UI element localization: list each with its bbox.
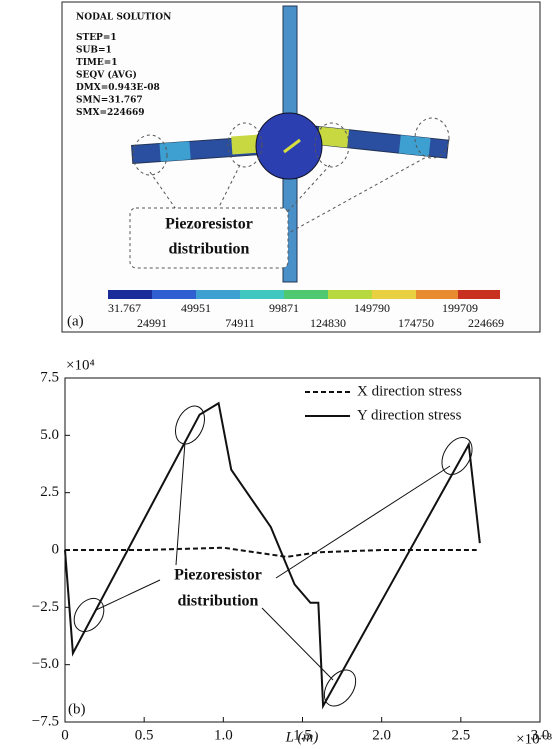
series-line <box>65 403 480 706</box>
header-line: SEQV (AVG) <box>76 70 137 81</box>
colorbar-label: 31.767 <box>108 301 141 315</box>
y-tick-label: 5.0 <box>40 427 59 443</box>
x-multiplier: ×10⁻³ <box>516 731 552 747</box>
y-tick-label: −2.5 <box>32 599 59 615</box>
y-tick-label: −7.5 <box>32 713 59 729</box>
panel-label: (b) <box>68 701 86 717</box>
x-tick-label: 0.5 <box>135 727 154 743</box>
callout-text: Piezoresistor <box>165 216 253 233</box>
colorbar-label: 199709 <box>442 301 478 315</box>
y-tick-label: 2.5 <box>40 484 59 500</box>
annotation-marks <box>68 401 478 711</box>
x-tick-label: 2.0 <box>372 727 391 743</box>
header-line: STEP=1 <box>76 33 117 43</box>
colorbar-label: 99871 <box>269 301 299 315</box>
x-tick-label: 2.5 <box>451 727 470 743</box>
colorbar-label: 174750 <box>398 316 434 330</box>
panel-a: Piezoresistor distribution NODAL SOLUTIO… <box>62 2 540 332</box>
header-line: SMN=31.767 <box>76 96 143 106</box>
header-line: NODAL SOLUTION <box>76 13 171 23</box>
x-axis-label: L (m) <box>285 729 319 745</box>
callout-text: distribution <box>169 241 250 258</box>
y-multiplier: ×10⁴ <box>66 357 95 373</box>
y-tick-label: 7.5 <box>40 369 59 385</box>
colorbar <box>108 290 500 299</box>
annotation: distribution <box>178 593 259 610</box>
legend-label: Y direction stress <box>357 407 462 423</box>
colorbar-label: 124830 <box>310 316 346 330</box>
header-line: TIME=1 <box>76 58 118 68</box>
header-line: DMX=0.943E-08 <box>76 83 160 93</box>
y-tick-label: −5.0 <box>32 656 59 672</box>
header-line: SMX=224669 <box>76 108 145 118</box>
x-tick-label: 1.0 <box>214 727 233 743</box>
proof-mass <box>256 113 322 179</box>
colorbar-label: 149790 <box>354 301 390 315</box>
legend-label: X direction stress <box>357 383 462 399</box>
y-tick-label: 0 <box>52 541 60 557</box>
colorbar-label: 74911 <box>225 316 255 330</box>
panel-label: (a) <box>67 313 84 329</box>
colorbar-label: 224669 <box>468 316 504 330</box>
x-tick-label: 0 <box>61 727 69 743</box>
annotation: Piezoresistor <box>174 567 262 584</box>
colorbar-label: 49951 <box>181 301 211 315</box>
figure: Piezoresistor distribution NODAL SOLUTIO… <box>0 0 557 749</box>
right-beam-stress <box>399 135 431 156</box>
colorbar-label: 24991 <box>137 316 167 330</box>
header-line: SUB=1 <box>76 46 112 56</box>
